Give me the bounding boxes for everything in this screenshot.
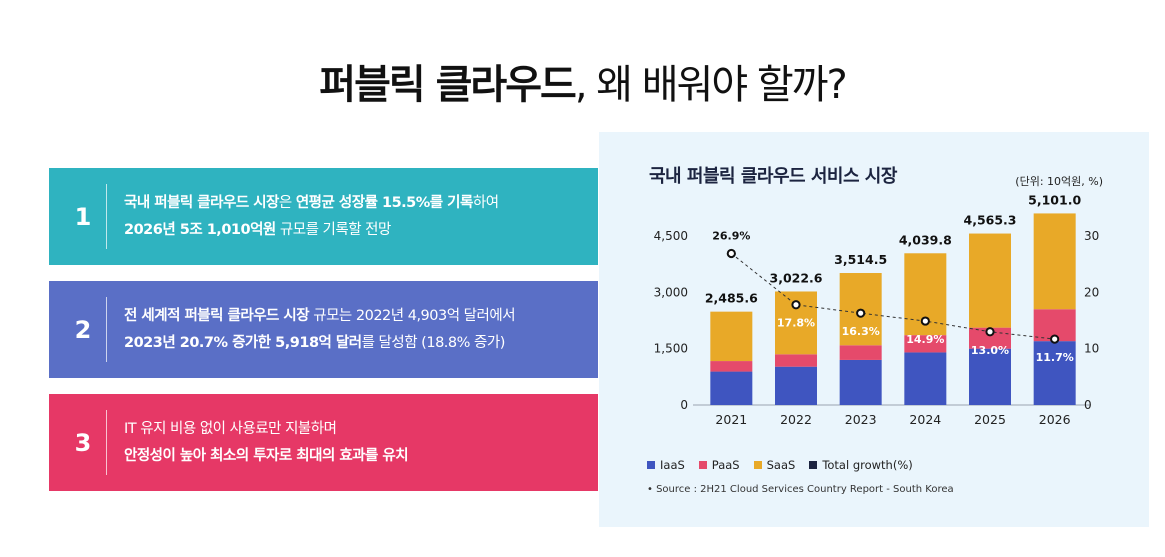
bar-segment-saas (1033, 213, 1076, 310)
bar-total-label: 3,514.5 (834, 252, 887, 267)
card-line-1: 전 세계적 퍼블릭 클라우드 시장 규모는 2022년 4,903억 달러에서 (124, 303, 516, 330)
chart-title: 국내 퍼블릭 클라우드 서비스 시장 (649, 166, 897, 187)
card-text-segment: 은 (278, 194, 296, 211)
legend-label: IaaS (660, 458, 685, 472)
chart-source: • Source : 2H21 Cloud Services Country R… (647, 484, 954, 495)
growth-point (985, 327, 995, 337)
y-right-tick-label: 10 (1084, 342, 1099, 356)
growth-point (920, 316, 930, 326)
card-text-segment: 2026년 5조 1,010억원 (124, 221, 276, 238)
bar-total-label: 2,485.6 (705, 291, 758, 306)
card-text-segment: 안정성이 높아 최소의 투자로 최대의 효과를 유치 (124, 447, 409, 464)
card-text-segment: 하여 (472, 194, 499, 211)
card-text-segment: 를 달성함 (18.8% 증가) (361, 334, 506, 351)
x-tick-label: 2021 (715, 412, 747, 427)
bar-chart: 0 1,500 3,000 4,500 0 10 20 30 2,485.6 2021 3,022.… (654, 192, 1100, 427)
chart-legend: IaaS PaaS SaaS Total growth(%) (647, 458, 913, 472)
growth-point (856, 308, 866, 318)
card-line-2: 2026년 5조 1,010억원 규모를 기록할 전망 (124, 217, 499, 244)
bar-segment-iaas (969, 348, 1011, 405)
chart-panel: 국내 퍼블릭 클라우드 서비스 시장 (단위: 10억원, %) 0 1,500 3… (599, 132, 1149, 527)
y-right-tick-label: 30 (1084, 229, 1099, 243)
legend-item: Total growth(%) (809, 458, 913, 472)
growth-point (791, 300, 801, 310)
legend-item: IaaS (647, 458, 685, 472)
card-line-2: 안정성이 높아 최소의 투자로 최대의 효과를 유치 (124, 443, 409, 470)
card-number: 1 (74, 202, 92, 231)
legend-swatch (647, 461, 655, 469)
bar-total-label: 4,039.8 (899, 232, 952, 247)
legend-swatch (753, 461, 762, 469)
growth-label: 14.9% (906, 333, 944, 346)
legend-label: PaaS (711, 458, 740, 472)
legend-swatch (698, 461, 707, 469)
bar-segment-saas (710, 311, 753, 362)
headline-bold: 퍼블릭 클라우드 (319, 62, 577, 108)
legend-item: SaaS (753, 458, 796, 472)
bar-segment-iaas (839, 359, 882, 405)
y-left-tick-label: 3,000 (654, 285, 688, 299)
x-tick-label: 2026 (1039, 412, 1071, 427)
bar-segment-iaas (904, 352, 947, 405)
growth-label: 13.0% (971, 344, 1009, 357)
x-tick-label: 2023 (845, 412, 877, 427)
card-line-1: IT 유지 비용 없이 사용료만 지불하며 (124, 416, 408, 443)
card-text-segment: 2023년 20.7% 증가한 5,918억 달러 (124, 334, 362, 351)
card-line-1: 국내 퍼블릭 클라우드 시장은 연평균 성장률 15.5%를 기록하여 (124, 190, 499, 217)
y-left-tick-label: 1,500 (654, 342, 688, 356)
bar-segment-paas (904, 335, 947, 353)
y-left-tick-label: 4,500 (654, 229, 688, 243)
card-text-segment: IT 유지 비용 없이 사용료만 지불하며 (124, 420, 337, 437)
x-tick-label: 2024 (909, 412, 941, 427)
bar-total-label: 5,101.0 (1028, 192, 1081, 207)
info-card-1: 1 국내 퍼블릭 클라우드 시장은 연평균 성장률 15.5%를 기록하여 20… (49, 168, 598, 265)
bar-segment-paas (775, 354, 817, 367)
y-right-tick-label: 20 (1084, 285, 1099, 299)
info-card-3: 3 IT 유지 비용 없이 사용료만 지불하며 안정성이 높아 최소의 투자로 … (49, 394, 598, 491)
y-right-tick-label: 0 (1084, 398, 1092, 412)
legend-label: Total growth(%) (822, 458, 913, 472)
bar-segment-iaas (710, 371, 753, 405)
card-divider (106, 410, 107, 475)
headline: 퍼블릭 클라우드, 왜 배워야 할까? (0, 52, 1165, 110)
card-text-segment: 연평균 성장률 15.5%를 기록 (295, 194, 474, 211)
card-divider (106, 297, 107, 362)
legend-item: PaaS (698, 458, 740, 472)
card-number: 3 (74, 428, 92, 457)
bar-segment-saas (969, 233, 1011, 328)
card-number: 2 (74, 315, 92, 344)
bar-segment-paas (710, 361, 753, 372)
x-tick-label: 2025 (974, 412, 1006, 427)
growth-label: 16.3% (842, 325, 880, 338)
x-tick-label: 2022 (780, 412, 812, 427)
bar-total-label: 4,565.3 (964, 213, 1017, 228)
bar-segment-paas (839, 345, 882, 360)
card-text-segment: 전 세계적 퍼블릭 클라우드 시장 (124, 307, 310, 324)
growth-label: 26.9% (712, 229, 750, 242)
legend-swatch (809, 461, 818, 469)
growth-label: 17.8% (777, 317, 815, 330)
bar-segment-iaas (1033, 341, 1076, 405)
bar-segment-iaas (775, 366, 817, 405)
growth-point (726, 248, 736, 259)
card-text: IT 유지 비용 없이 사용료만 지불하며 안정성이 높아 최소의 투자로 최대… (124, 394, 409, 491)
growth-line (731, 253, 1055, 340)
card-line-2: 2023년 20.7% 증가한 5,918억 달러를 달성함 (18.8% 증가… (124, 330, 515, 357)
y-left-tick-label: 0 (680, 398, 688, 412)
card-text-segment: 규모는 2022년 4,903억 달러에서 (309, 307, 516, 324)
legend-label: SaaS (766, 458, 796, 472)
card-divider (106, 184, 107, 249)
headline-rest: , 왜 배워야 할까? (574, 62, 848, 108)
card-text-segment: 규모를 기록할 전망 (275, 221, 391, 238)
bar-total-label: 3,022.6 (770, 270, 823, 285)
card-text: 전 세계적 퍼블릭 클라우드 시장 규모는 2022년 4,903억 달러에서 … (124, 281, 516, 378)
card-text-segment: 국내 퍼블릭 클라우드 시장 (124, 194, 279, 211)
info-card-2: 2 전 세계적 퍼블릭 클라우드 시장 규모는 2022년 4,903억 달러에… (49, 281, 598, 378)
card-text: 국내 퍼블릭 클라우드 시장은 연평균 성장률 15.5%를 기록하여 2026… (124, 168, 499, 265)
chart-unit: (단위: 10억원, %) (1015, 175, 1103, 188)
growth-point (1050, 334, 1060, 344)
growth-label: 11.7% (1036, 351, 1074, 364)
